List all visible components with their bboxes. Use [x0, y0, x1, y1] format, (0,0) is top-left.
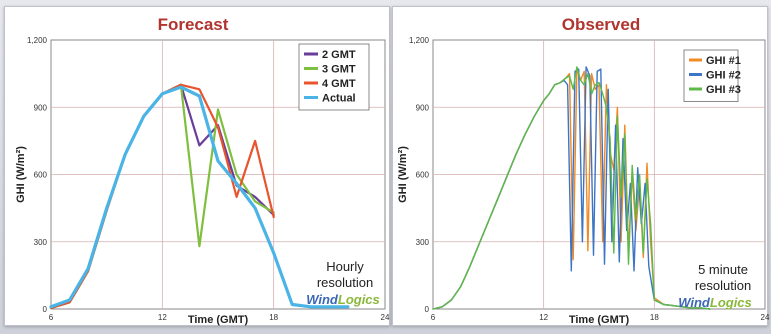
- resolution-note-line-1: Hourly: [326, 259, 364, 274]
- y-tick-label: 900: [416, 103, 430, 112]
- y-tick-label: 1,200: [27, 36, 48, 45]
- series-line: [432, 66, 711, 310]
- windlogics-brand: WindLogics: [678, 295, 752, 310]
- y-tick-label: 600: [34, 171, 48, 180]
- x-tick-label: 18: [269, 313, 278, 322]
- resolution-note-line-1: 5 minute: [698, 262, 748, 277]
- y-tick-label: 0: [43, 305, 48, 314]
- x-tick-label: 18: [650, 313, 659, 322]
- x-tick-label: 24: [381, 313, 390, 322]
- x-tick-label: 12: [539, 313, 548, 322]
- observed-chart: Observed 0 300 600 900 1,200 6 12 18 24 Time (GMT)…: [397, 15, 770, 326]
- y-tick-label: 0: [425, 305, 430, 314]
- x-tick-label: 12: [158, 313, 167, 322]
- y-tick-label: 900: [34, 103, 48, 112]
- series-line: [49, 85, 350, 309]
- legend-label: GHI #3: [706, 84, 741, 96]
- legend-label: GHI #2: [706, 70, 741, 82]
- windlogics-brand: WindLogics: [306, 292, 380, 307]
- y-axis-title: GHI (W/m²): [15, 146, 27, 203]
- x-axis-title: Time (GMT): [188, 314, 249, 326]
- legend-label: 3 GMT: [322, 64, 356, 76]
- y-tick-label: 300: [34, 238, 48, 247]
- y-tick-label: 1,200: [409, 36, 430, 45]
- x-axis-title: Time (GMT): [569, 314, 630, 326]
- resolution-note-line-2: resolution: [695, 278, 751, 293]
- resolution-note-line-2: resolution: [317, 275, 373, 290]
- x-tick-label: 6: [431, 313, 436, 322]
- chart-title: Observed: [562, 15, 640, 34]
- y-tick-label: 300: [416, 238, 430, 247]
- chart-title: Forecast: [158, 15, 229, 34]
- x-tick-label: 6: [49, 313, 54, 322]
- forecast-chart: Forecast 0 300 600 900 1,200 6 12 18 24 Time (GMT)…: [15, 15, 390, 326]
- y-axis-title: GHI (W/m²): [397, 146, 409, 203]
- legend-label: Actual: [322, 93, 356, 105]
- forecast-chart-panel: Forecast 0 300 600 900 1,200 6 12 18 24 Time (GMT)…: [4, 6, 390, 326]
- legend-label: GHI #1: [706, 55, 741, 67]
- x-tick-label: 24: [761, 313, 770, 322]
- observed-chart-panel: Observed 0 300 600 900 1,200 6 12 18 24 Time (GMT)…: [392, 6, 770, 326]
- legend-label: 4 GMT: [322, 78, 356, 90]
- y-tick-label: 600: [416, 171, 430, 180]
- legend-label: 2 GMT: [322, 49, 356, 61]
